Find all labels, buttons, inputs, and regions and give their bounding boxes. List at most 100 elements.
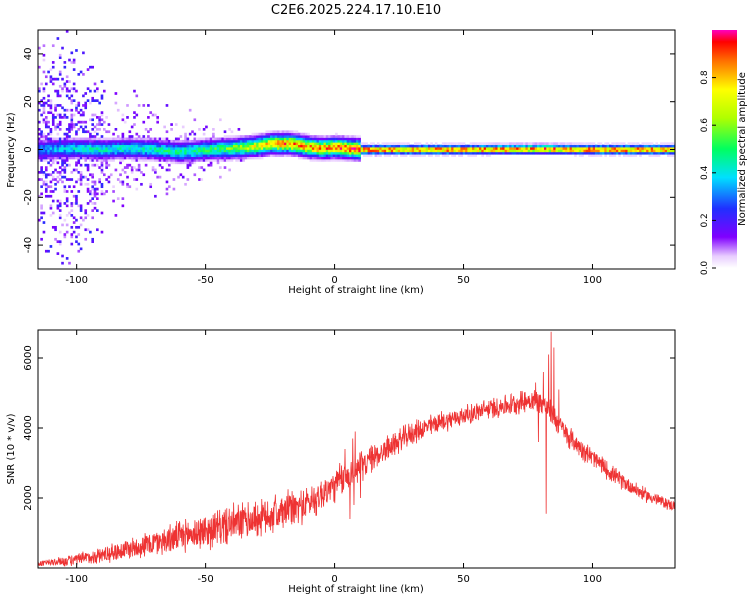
spectrogram-cell (358, 137, 361, 141)
spectrogram-cell (165, 161, 169, 165)
spectrogram-cell (372, 142, 375, 146)
spectrogram-cell (226, 149, 229, 153)
spectrogram-cell (434, 151, 438, 155)
spectrogram-cell (342, 137, 345, 141)
spectrogram-cell (72, 144, 76, 148)
spectrogram-cell (93, 163, 97, 167)
spectrogram-cell (89, 199, 92, 203)
spectrogram-cell (212, 147, 215, 150)
spectrogram-cell (335, 149, 338, 153)
spectrogram-cell (186, 147, 190, 150)
spectrogram-cell (58, 209, 62, 212)
spectrogram-cell (79, 156, 83, 160)
spectrogram-cell (133, 151, 136, 155)
spectrogram-cell (513, 142, 517, 146)
spectrogram-cell (56, 154, 60, 157)
spectrogram-cell (653, 151, 656, 155)
spectrogram-cell (165, 139, 169, 143)
spectrogram-cell (339, 135, 343, 138)
spectrogram-cell (181, 161, 185, 165)
spectrogram-cell (163, 142, 166, 146)
spectrogram-cell (267, 130, 271, 134)
spectrogram-cell (465, 147, 468, 150)
spectrogram-cell (634, 147, 638, 150)
spectrogram-cell (664, 151, 668, 155)
spectrogram-cell (502, 151, 505, 155)
spectrogram-cell (54, 182, 57, 186)
spectrogram-cell (61, 159, 64, 162)
spectrogram-cell (246, 139, 250, 143)
spectrogram-cell (140, 149, 143, 153)
spectrogram-cell (165, 168, 169, 172)
spectrogram-cell (42, 149, 46, 153)
spectrogram-cell (253, 156, 257, 160)
spectrogram-cell (114, 127, 118, 131)
spectrogram-cell (135, 94, 139, 98)
spectrogram-cell (119, 137, 122, 141)
spectrogram-cell (606, 147, 610, 150)
spectrogram-cell (47, 144, 50, 148)
spectrogram-cell (149, 159, 153, 162)
spectrogram-cell (226, 144, 229, 148)
spectrogram-cell (72, 68, 76, 71)
spectrogram-cell (353, 142, 357, 146)
spectrogram-cell (116, 178, 120, 181)
spectrogram-cell (47, 151, 50, 155)
spectrogram-cell (223, 135, 227, 138)
spectrogram-cell (49, 75, 53, 79)
spectrogram-cell (70, 108, 74, 112)
spectrogram-cell (636, 151, 640, 155)
spectrogram-cell (351, 137, 354, 141)
spectrogram-cell (174, 144, 178, 148)
spectrogram-cell (58, 142, 62, 146)
spectrogram-cell (479, 149, 482, 153)
spectrogram-cell (311, 137, 315, 141)
spectrogram-cell (70, 94, 74, 98)
spectrogram-cell (302, 137, 306, 141)
spectrogram-cell (212, 151, 215, 155)
spectrogram-cell (444, 142, 447, 146)
spectrogram-cell (423, 144, 426, 148)
snr-y-tick-label: 2000 (23, 485, 34, 510)
spectrogram-cell (100, 171, 104, 174)
spectrogram-cell (402, 149, 406, 153)
spectrogram-cell (149, 154, 153, 157)
spectrogram-cell (214, 149, 218, 153)
spectrogram-cell (281, 154, 285, 157)
spectrogram-cell (98, 118, 101, 122)
spectrogram-cell (116, 154, 120, 157)
spectrogram-cell (191, 139, 194, 143)
spectrogram-cell (249, 139, 252, 143)
spectrogram-cell (646, 144, 649, 148)
spectrogram-cell (93, 190, 97, 193)
spectrogram-cell (121, 197, 125, 200)
spectrogram-cell (44, 142, 48, 146)
spectrogram-cell (135, 154, 139, 157)
spectrogram-cell (560, 149, 563, 153)
spectrogram-cell (161, 137, 164, 141)
spectrogram-cell (135, 139, 139, 143)
spectrogram-cell (86, 163, 90, 167)
spectrogram-cell (265, 151, 269, 155)
spectrogram-cell (316, 147, 320, 150)
spectrogram-cell (75, 142, 78, 146)
spectrogram-cell (407, 142, 410, 146)
spectrogram-cell (293, 149, 296, 153)
spectrogram-cell (51, 151, 55, 155)
spectrogram-cell (107, 142, 111, 146)
spectrogram-cell (61, 163, 64, 167)
spectrogram-cell (381, 142, 385, 146)
spectrogram-cell (223, 166, 227, 169)
spectrogram-cell (332, 156, 336, 160)
spectrogram-cell (149, 142, 153, 146)
spectrogram-cell (56, 171, 60, 174)
spectrogram-cell (75, 144, 78, 148)
spectrogram-cell (42, 108, 46, 112)
spectrogram-cell (390, 142, 394, 146)
spectrogram-cell (232, 154, 236, 157)
spectrogram-cell (541, 142, 545, 146)
spectrogram-cell (467, 147, 471, 150)
spectrogram-cell (63, 144, 67, 148)
spectrogram-cell (154, 144, 157, 148)
spectrogram-cell (84, 182, 88, 186)
